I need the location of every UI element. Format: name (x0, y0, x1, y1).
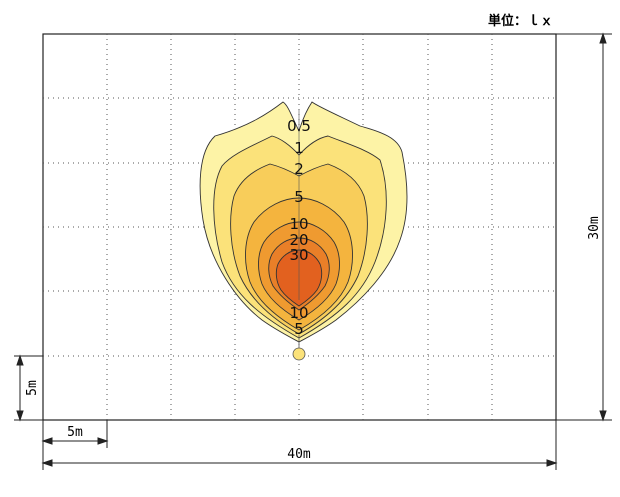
label-10: 10 (289, 215, 308, 233)
label-2: 2 (294, 160, 304, 178)
unit-label: 単位：ｌｘ (488, 13, 553, 29)
dimension-height-label: 30m (587, 216, 602, 240)
label-5: 5 (294, 188, 304, 206)
contour-labels: 0.5 1 2 5 10 20 30 10 5 (287, 117, 311, 338)
label-30: 30 (289, 246, 308, 264)
dimension-grid-x (41, 420, 109, 448)
dimension-height (556, 32, 612, 422)
label-20: 20 (289, 231, 308, 249)
label-10-lower: 10 (289, 304, 308, 322)
dimension-grid-x-label: 5m (67, 425, 83, 440)
dimension-grid-y (14, 354, 43, 422)
light-source-marker (292, 347, 306, 361)
illuminance-contours (199, 101, 408, 361)
dimension-width (41, 420, 558, 470)
label-5-lower: 5 (294, 320, 304, 338)
grid (43, 34, 556, 420)
label-0.5: 0.5 (287, 117, 311, 135)
dimension-grid-y-label: 5m (25, 380, 40, 396)
label-1: 1 (294, 139, 304, 157)
dimension-width-label: 40m (287, 447, 311, 462)
